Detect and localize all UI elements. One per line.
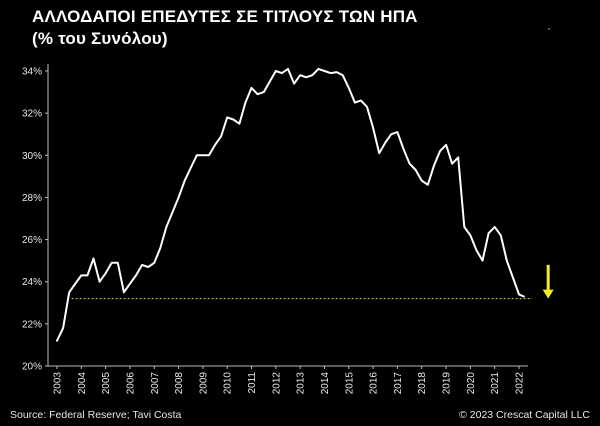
- x-tick-label: 2014: [320, 372, 331, 395]
- y-tick-label: 30%: [22, 151, 42, 162]
- x-tick-label: 2008: [174, 372, 185, 395]
- axis-layer: 20% 22% 24% 26% 28% 30% 32% 34% 2003 2004 2005 2006…: [22, 64, 528, 394]
- series-layer: [56, 67, 525, 342]
- chart-title-block: ΑΛΛΟΔΑΠΟΙ ΕΠΕΔΥΤΕΣ ΣΕ ΤΙΤΛΟΥΣ ΤΩΝ ΗΠΑ (%…: [32, 6, 418, 50]
- chart-subtitle: (% του Συνόλου): [32, 29, 168, 48]
- y-tick-label: 24%: [22, 277, 42, 288]
- x-tick-label: 2005: [101, 372, 112, 395]
- x-tick-label: 2016: [369, 372, 380, 395]
- x-tick-label: 2015: [344, 372, 355, 395]
- copyright-note: © 2023 Crescat Capital LLC: [459, 409, 590, 421]
- y-tick-label: 32%: [22, 109, 42, 120]
- x-tick-label: 2012: [271, 372, 282, 395]
- y-tick-label: 26%: [22, 235, 42, 246]
- x-tick-label: 2013: [296, 372, 307, 395]
- x-tick-label: 2019: [442, 372, 453, 395]
- y-tick-label: 20%: [22, 362, 42, 373]
- x-tick-label: 2010: [223, 372, 234, 395]
- y-tick-label: 28%: [22, 193, 42, 204]
- source-note: Source: Federal Reserve; Tavi Costa: [10, 409, 182, 421]
- x-tick-label: 2009: [198, 372, 209, 395]
- y-tick-label: 22%: [22, 319, 42, 330]
- down-arrow-icon: [542, 264, 554, 299]
- y-tick-label: 34%: [22, 67, 42, 78]
- x-tick-label: 2021: [490, 372, 501, 395]
- x-tick-label: 2018: [417, 372, 428, 395]
- x-tick-label: 2017: [393, 372, 404, 395]
- x-tick-label: 2022: [515, 372, 526, 395]
- x-tick-label: 2007: [150, 372, 161, 395]
- series-line-1: [56, 67, 525, 342]
- x-tick-label: 2004: [77, 372, 88, 395]
- annotation-layer: [542, 264, 554, 299]
- arrow-head: [542, 289, 554, 299]
- x-tick-label: 2003: [53, 372, 64, 395]
- decorative-dot: [548, 28, 550, 30]
- x-tick-label: 2006: [125, 372, 136, 395]
- chart-title: ΑΛΛΟΔΑΠΟΙ ΕΠΕΔΥΤΕΣ ΣΕ ΤΙΤΛΟΥΣ ΤΩΝ ΗΠΑ: [32, 7, 418, 26]
- x-tick-label: 2020: [466, 372, 477, 395]
- x-tick-label: 2011: [247, 372, 258, 394]
